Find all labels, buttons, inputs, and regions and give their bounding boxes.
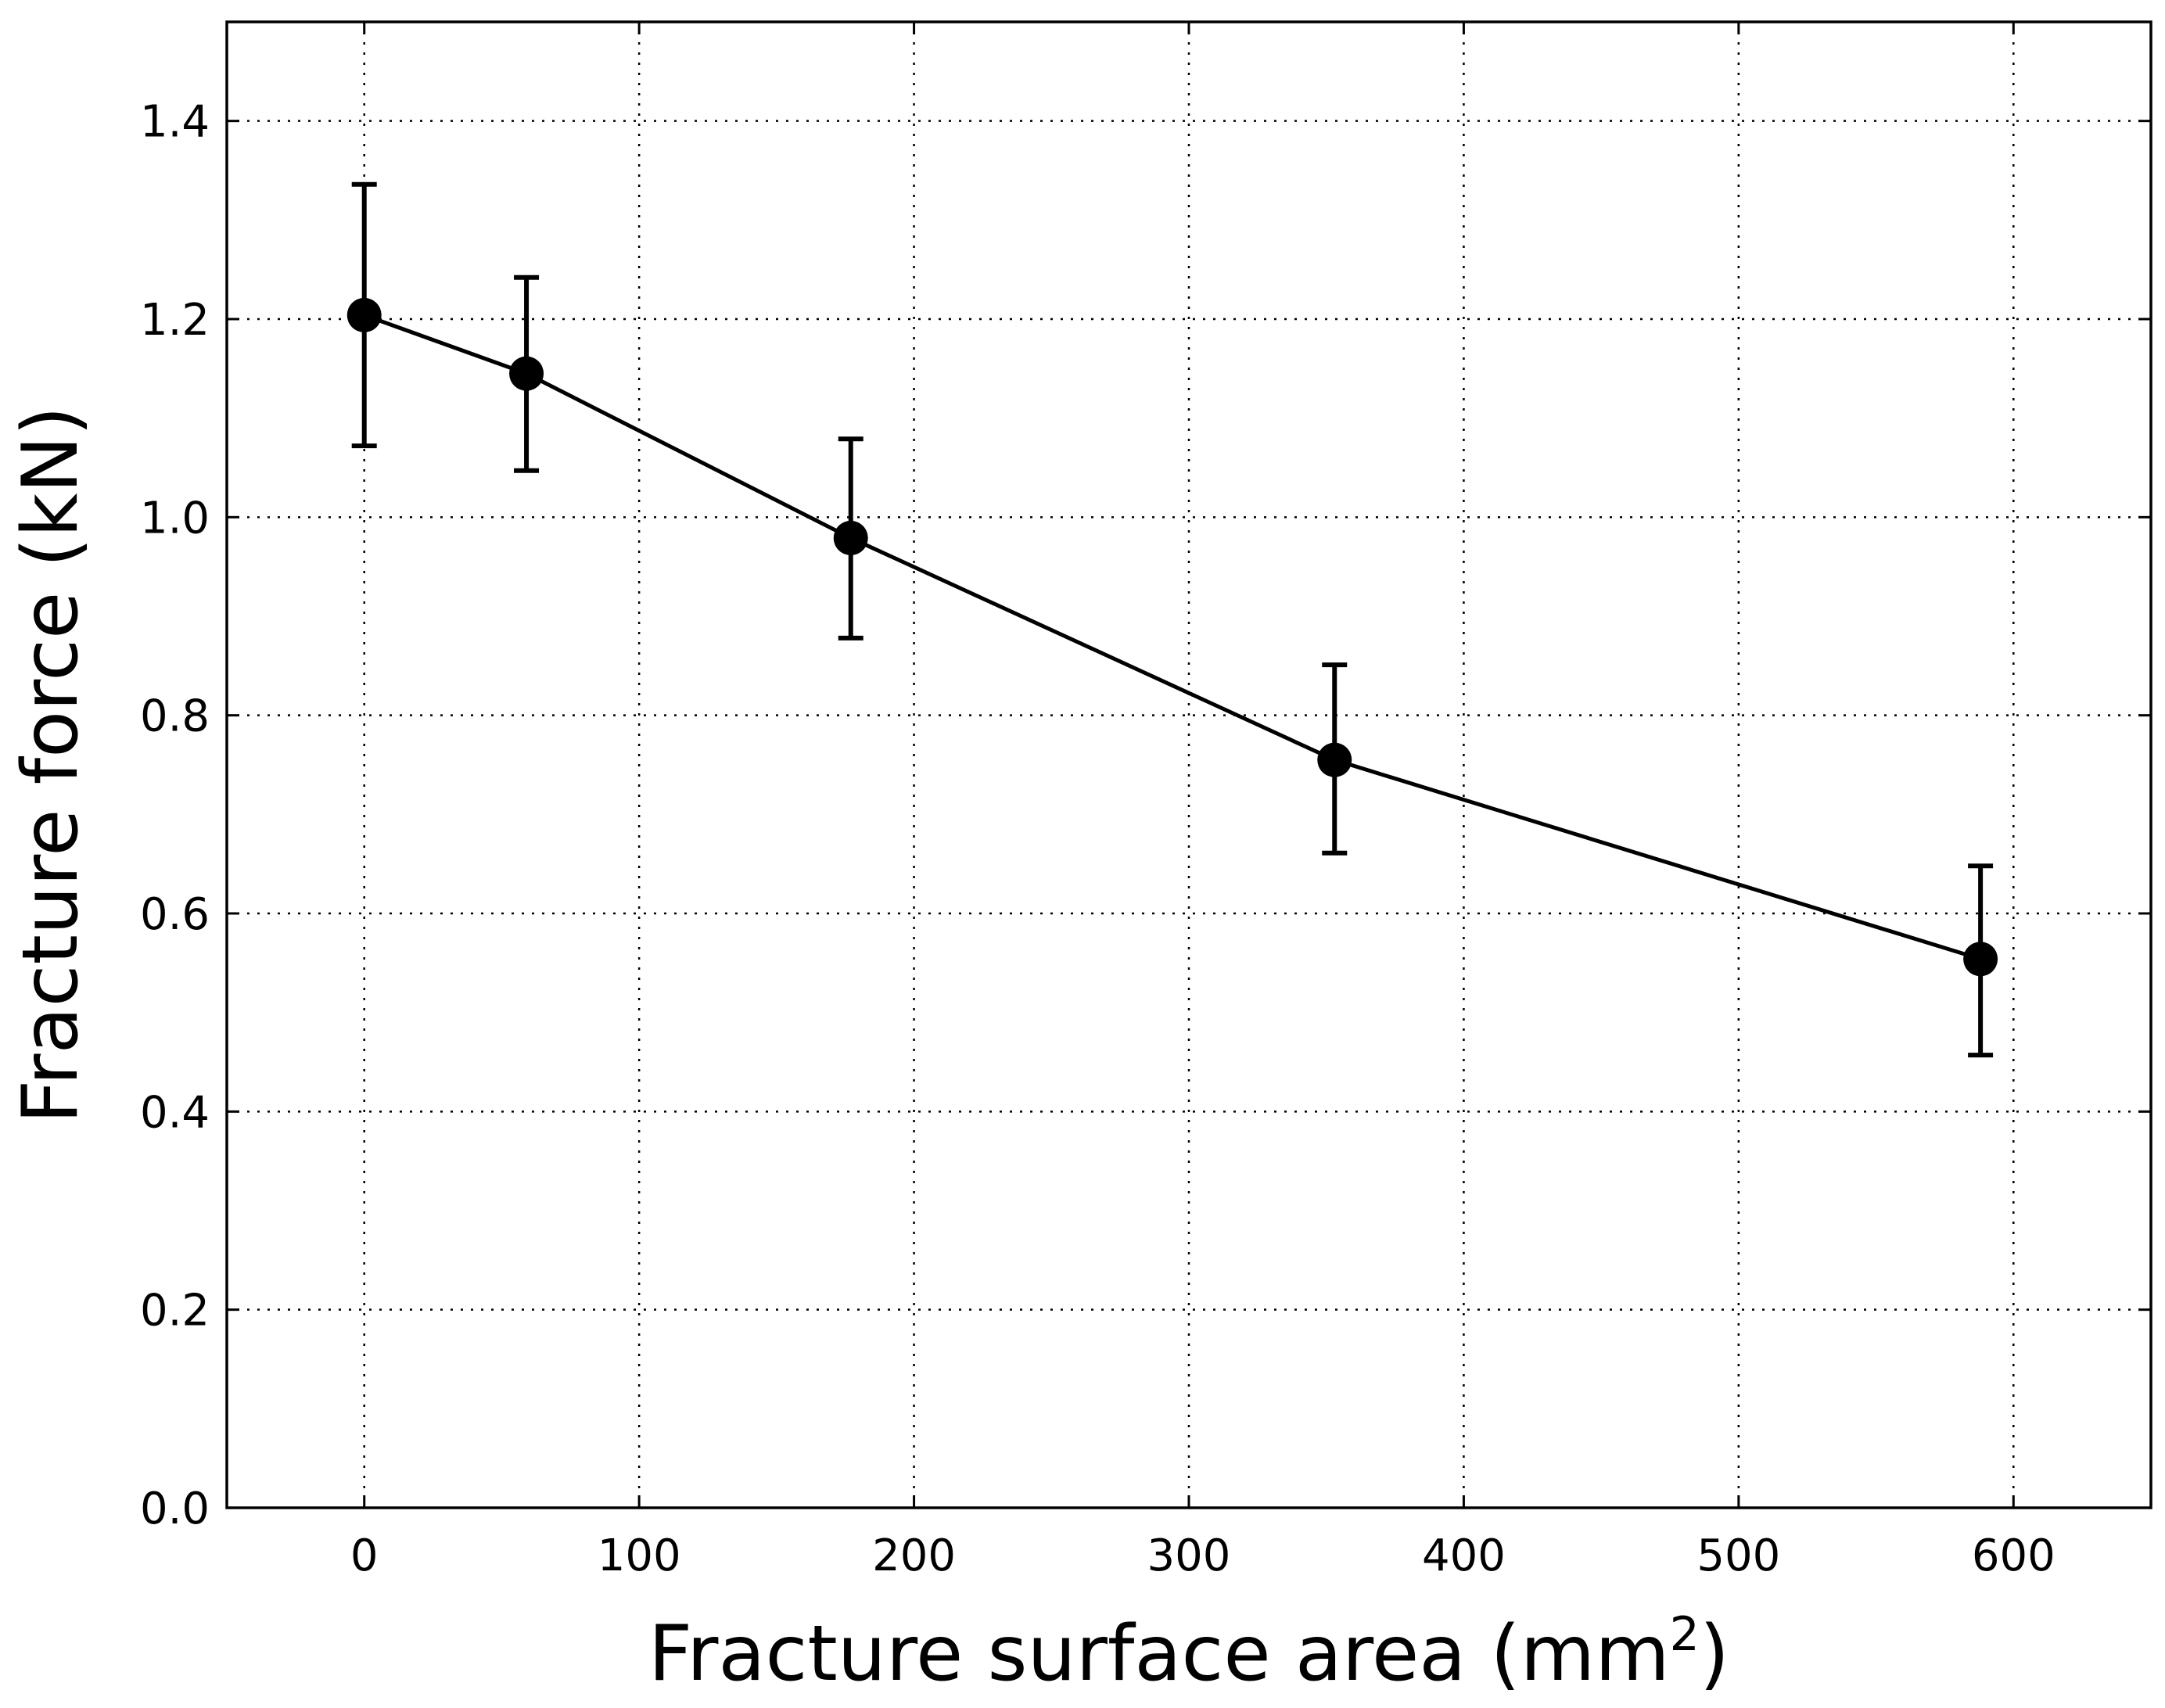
x-axis-title-superscript: 2 (1670, 1607, 1700, 1662)
x-tick-label: 300 (1147, 1530, 1231, 1581)
data-point (1317, 742, 1352, 777)
data-series (346, 181, 1998, 1058)
y-tick-label: 1.2 (140, 295, 210, 346)
y-tick-label: 0.0 (140, 1484, 210, 1534)
x-axis-title-close: ) (1700, 1609, 1729, 1699)
x-tick-label: 500 (1696, 1530, 1780, 1581)
data-point (509, 356, 544, 391)
y-axis-title: Fracture force (kN) (6, 406, 95, 1124)
x-tick-label: 0 (350, 1530, 379, 1581)
x-tick-label: 200 (872, 1530, 956, 1581)
data-point (346, 297, 382, 332)
x-tick-label: 100 (598, 1530, 681, 1581)
y-tick-label: 1.0 (140, 493, 210, 544)
y-tick-label: 0.2 (140, 1286, 210, 1337)
data-point (1963, 942, 1998, 977)
x-axis-title-main: Fracture surface area (mm (648, 1609, 1670, 1699)
data-point (833, 520, 868, 555)
grid (227, 22, 2151, 1509)
y-tick-label: 0.4 (140, 1087, 210, 1138)
y-tick-label: 0.6 (140, 889, 210, 940)
y-tick-label: 1.4 (140, 97, 210, 148)
x-tick-label: 600 (1972, 1530, 2055, 1581)
ticks: 0 100 200 300 400 500 600 0.0 0.2 0.4 0.6 0.8 1.0 1.2… (140, 22, 2151, 1581)
x-axis-title: Fracture surface area (mm2) (648, 1607, 1729, 1699)
x-tick-label: 400 (1422, 1530, 1506, 1581)
y-tick-label: 0.8 (140, 691, 210, 742)
